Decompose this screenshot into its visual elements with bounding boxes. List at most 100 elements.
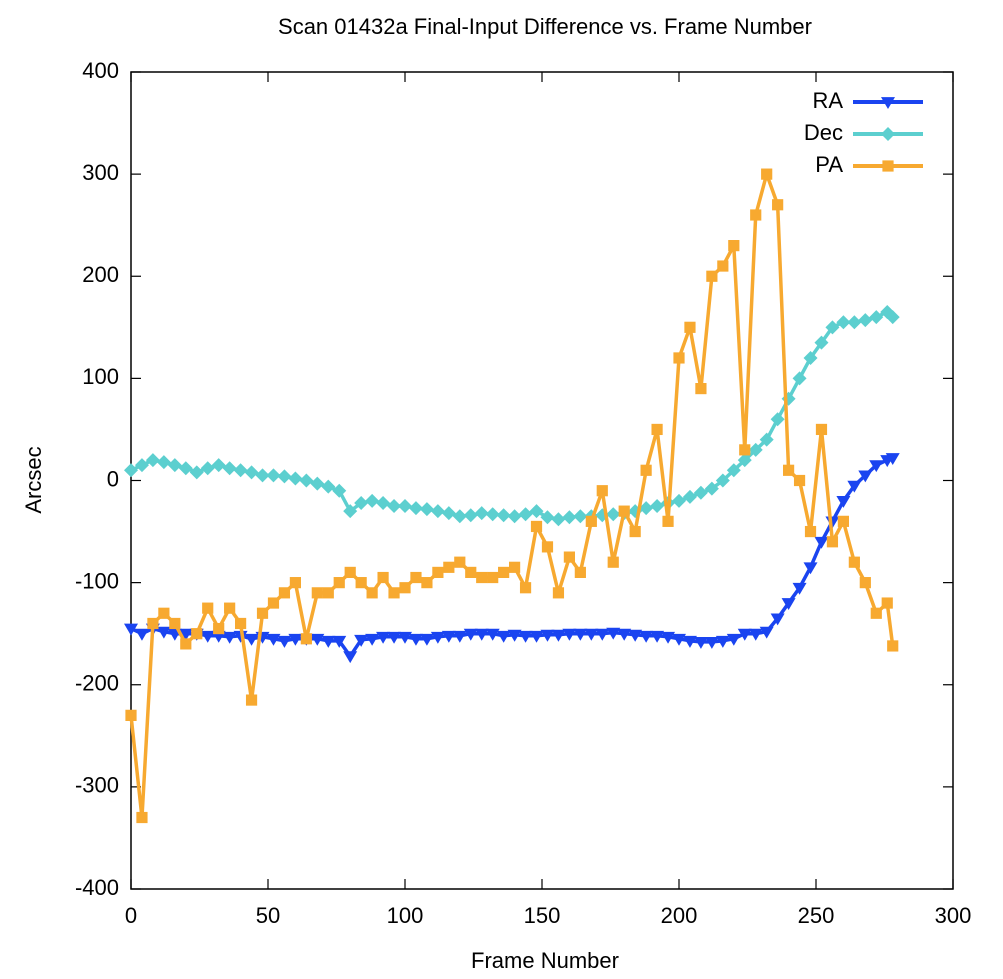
marker	[837, 515, 849, 527]
marker	[125, 709, 137, 721]
marker	[300, 633, 312, 645]
marker	[180, 638, 192, 650]
marker	[519, 582, 532, 594]
marker	[310, 633, 325, 646]
marker	[651, 423, 663, 436]
marker	[715, 635, 730, 648]
marker	[377, 571, 389, 584]
marker	[509, 561, 521, 573]
marker	[706, 270, 718, 282]
marker	[759, 432, 774, 447]
marker	[430, 631, 445, 644]
marker	[617, 628, 632, 641]
marker	[288, 633, 303, 646]
marker	[354, 634, 369, 647]
y-tick-label: 300	[82, 160, 119, 185]
marker	[474, 628, 489, 641]
marker	[267, 597, 280, 609]
marker	[399, 582, 411, 594]
marker	[354, 495, 369, 510]
marker	[639, 501, 654, 516]
marker	[859, 577, 871, 589]
marker	[222, 461, 237, 476]
marker	[770, 613, 785, 626]
marker	[563, 551, 575, 563]
marker	[419, 502, 434, 517]
marker	[662, 515, 674, 527]
marker	[726, 633, 741, 646]
marker	[704, 636, 719, 649]
marker	[573, 509, 588, 524]
x-tick-label: 0	[125, 903, 137, 928]
marker	[189, 465, 204, 480]
marker	[770, 412, 785, 427]
marker	[322, 587, 334, 599]
marker	[836, 496, 851, 508]
y-tick-label: -400	[75, 875, 119, 900]
marker	[761, 168, 773, 180]
marker	[682, 489, 697, 504]
marker	[202, 602, 214, 614]
marker	[476, 571, 488, 584]
marker	[167, 458, 182, 473]
marker	[672, 493, 686, 508]
marker	[826, 536, 839, 548]
marker	[211, 458, 226, 473]
marker	[783, 464, 795, 476]
y-tick-label: 200	[82, 262, 119, 287]
x-tick-label: 50	[256, 903, 280, 928]
marker	[178, 628, 193, 641]
marker	[739, 444, 751, 456]
marker	[606, 507, 621, 522]
legend-label: PA	[815, 152, 843, 177]
x-tick-label: 300	[935, 903, 972, 928]
marker	[366, 587, 378, 599]
marker	[562, 510, 577, 525]
marker	[235, 617, 247, 630]
marker	[640, 464, 652, 476]
marker	[881, 597, 893, 609]
marker	[815, 423, 828, 436]
y-tick-label: -200	[75, 671, 119, 696]
marker	[398, 631, 412, 644]
marker	[321, 635, 336, 648]
marker	[728, 240, 740, 252]
marker	[759, 626, 774, 639]
marker	[410, 571, 422, 584]
marker	[540, 510, 555, 525]
marker	[885, 310, 900, 325]
series-line	[129, 172, 895, 820]
y-tick-label: -300	[75, 773, 119, 798]
marker	[682, 635, 697, 648]
marker	[266, 633, 281, 646]
marker	[804, 525, 817, 538]
marker	[485, 507, 500, 522]
marker	[333, 577, 345, 589]
marker	[793, 474, 806, 487]
marker	[200, 630, 215, 643]
marker	[277, 469, 292, 484]
marker	[870, 607, 882, 619]
marker	[684, 321, 696, 333]
marker	[836, 315, 851, 330]
marker	[650, 630, 665, 643]
marker	[518, 507, 533, 522]
marker	[737, 453, 752, 468]
marker	[629, 525, 641, 538]
marker	[233, 463, 248, 478]
marker	[507, 629, 522, 642]
marker	[693, 485, 708, 500]
marker	[869, 310, 884, 325]
marker	[387, 499, 402, 514]
marker	[222, 631, 237, 644]
plot-frame	[130, 71, 954, 890]
marker	[562, 628, 577, 641]
marker	[552, 587, 565, 599]
marker	[465, 566, 477, 579]
marker	[781, 598, 796, 611]
marker	[344, 566, 356, 579]
marker	[803, 562, 818, 575]
marker	[463, 628, 478, 641]
marker	[540, 629, 555, 642]
